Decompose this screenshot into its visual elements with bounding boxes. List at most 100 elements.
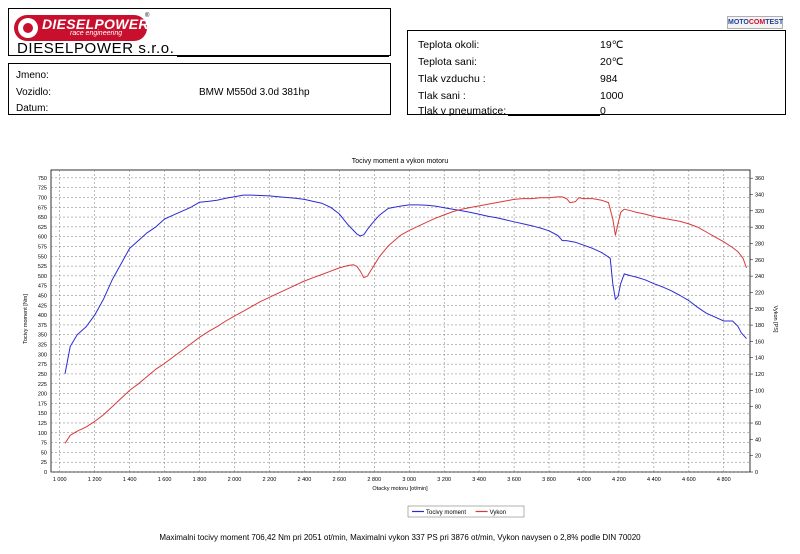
y2-tick-label: 340 [755, 192, 764, 198]
tlak-sani-value: 1000 [600, 90, 624, 102]
y2-tick-label: 20 [755, 454, 761, 460]
y-tick-label: 750 [38, 176, 47, 182]
legend-box [407, 505, 525, 518]
y-tick-label: 500 [38, 274, 47, 280]
tlak-sani-label: Tlak sani : [418, 90, 466, 102]
y2-tick-label: 260 [755, 258, 764, 264]
y-tick-label: 75 [41, 441, 47, 447]
tlak-vzduchu-value: 984 [600, 73, 618, 85]
y-tick-label: 25 [41, 460, 47, 466]
x-tick-label: 2 000 [228, 477, 242, 483]
y-tick-label: 175 [38, 401, 47, 407]
x-tick-label: 3 800 [542, 477, 556, 483]
x-tick-label: 4 400 [647, 477, 661, 483]
chart-grid [50, 169, 751, 473]
y-tick-label: 375 [38, 323, 47, 329]
y-tick-label: 125 [38, 421, 47, 427]
y-tick-label: 600 [38, 235, 47, 241]
y2-axis-label: Vykon [PS] [772, 305, 778, 332]
x-tick-label: 3 600 [507, 477, 521, 483]
teplota-sani-label: Teplota sani: [418, 56, 477, 68]
y-tick-label: 350 [38, 333, 47, 339]
y2-tick-label: 40 [755, 437, 761, 443]
company-name: DIESELPOWER s.r.o. [17, 40, 175, 57]
x-tick-label: 4 000 [577, 477, 591, 483]
y-tick-label: 100 [38, 431, 47, 437]
series-line-tocivy-moment [64, 194, 747, 374]
y-tick-label: 575 [38, 244, 47, 250]
y2-tick-label: 140 [755, 356, 764, 362]
y-tick-label: 325 [38, 343, 47, 349]
chart-title: Tocivy moment a vykon motoru [352, 158, 449, 165]
jmeno-label: Jmeno: [16, 70, 49, 81]
y2-tick-label: 240 [755, 274, 764, 280]
y-tick-label: 625 [38, 225, 47, 231]
y-tick-label: 450 [38, 294, 47, 300]
chart-ticks: 1 000 1 200 1 400 1 600 1 800 2 000 2 200 2 400… [38, 176, 764, 483]
teplota-sani-value: 20℃ [600, 56, 624, 68]
vozidlo-label: Vozidlo: [16, 87, 52, 98]
vozidlo-value: BMW M550d 3.0d 381hp [199, 87, 310, 98]
y-tick-label: 250 [38, 372, 47, 378]
y2-tick-label: 320 [755, 209, 764, 215]
legend-label: Vykon [490, 510, 506, 516]
tlak-pneumatice-label: Tlak v pneumatice: [418, 105, 507, 117]
y2-tick-label: 100 [755, 388, 764, 394]
y-tick-label: 475 [38, 284, 47, 290]
y-tick-label: 400 [38, 313, 47, 319]
x-tick-label: 4 200 [612, 477, 626, 483]
y-tick-label: 0 [44, 470, 47, 476]
y-tick-label: 150 [38, 411, 47, 417]
y-tick-label: 200 [38, 392, 47, 398]
series-line-vykon [64, 196, 747, 444]
dieselpower-logo: DIESELPOWER race engineering [14, 15, 149, 41]
y2-tick-label: 60 [755, 421, 761, 427]
footer-summary: Maximalni tocivy moment 706,42 Nm pri 20… [159, 533, 641, 542]
y2-tick-label: 120 [755, 372, 764, 378]
y-tick-label: 675 [38, 205, 47, 211]
x-tick-label: 1 600 [158, 477, 172, 483]
x-tick-label: 3 200 [437, 477, 451, 483]
y2-tick-label: 360 [755, 176, 764, 182]
x-tick-label: 3 000 [402, 477, 416, 483]
logo-emblem-icon [18, 18, 38, 38]
plot-area-frame [50, 169, 751, 473]
x-tick-label: 2 800 [367, 477, 381, 483]
datum-label: Datum: [16, 103, 49, 114]
y2-tick-label: 280 [755, 241, 764, 247]
datum-underline [51, 114, 199, 115]
company-underline [177, 56, 389, 57]
tlak-pneumatice-value: 0 [600, 105, 606, 117]
y-tick-label: 425 [38, 303, 47, 309]
y2-tick-label: 200 [755, 307, 764, 313]
y-tick-label: 50 [41, 450, 47, 456]
chart-legend: Tocivy moment Vykon [407, 505, 525, 518]
dyno-chart: Tocivy moment a vykon motoru Otacky moto… [23, 158, 778, 518]
y-tick-label: 275 [38, 362, 47, 368]
pneumatice-underline [508, 115, 600, 116]
x-tick-label: 1 800 [193, 477, 207, 483]
y-tick-label: 225 [38, 382, 47, 388]
logo-main-text: DIESELPOWER [42, 16, 149, 32]
x-tick-label: 2 400 [298, 477, 312, 483]
teplota-okoli-label: Teplota okoli: [418, 39, 480, 51]
company-header-box: DIESELPOWER race engineering ® DIESELPOW… [8, 8, 391, 57]
x-tick-label: 1 400 [123, 477, 137, 483]
x-tick-label: 1 000 [53, 477, 67, 483]
vehicle-info-box: Jmeno: Vozidlo: BMW M550d 3.0d 381hp Dat… [8, 63, 391, 115]
y-tick-label: 300 [38, 352, 47, 358]
y2-tick-label: 220 [755, 290, 764, 296]
chart-series [64, 194, 747, 444]
teplota-okoli-value: 19℃ [600, 39, 624, 51]
motocomtest-logo: MOTOCOMTEST [727, 16, 783, 29]
x-axis-label: Otacky motoru [ot/min] [372, 486, 428, 492]
logo-sub-text: race engineering [70, 30, 123, 37]
x-tick-label: 2 200 [263, 477, 277, 483]
x-tick-label: 4 600 [682, 477, 696, 483]
x-tick-label: 4 800 [717, 477, 731, 483]
conditions-box: Teplota okoli: 19℃ Teplota sani: 20℃ Tla… [407, 30, 786, 117]
x-tick-label: 2 600 [332, 477, 346, 483]
y2-tick-label: 180 [755, 323, 764, 329]
legend-label: Tocivy moment [426, 510, 466, 516]
y2-tick-label: 300 [755, 225, 764, 231]
